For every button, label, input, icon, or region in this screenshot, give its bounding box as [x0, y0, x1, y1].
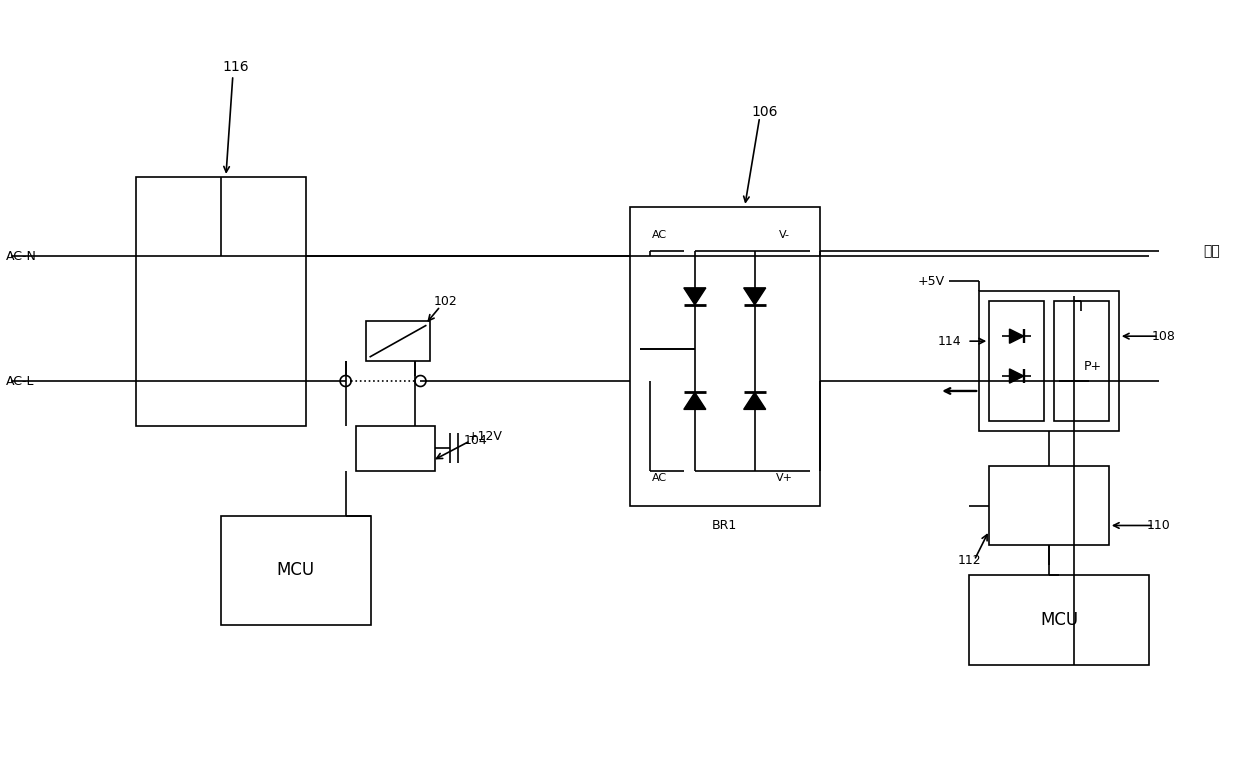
Text: 102: 102 [434, 295, 458, 308]
Bar [1054, 301, 1109, 421]
Bar [970, 575, 1148, 665]
Text: MCU: MCU [1040, 611, 1078, 629]
Text: AC: AC [652, 473, 667, 483]
Bar [356, 426, 435, 470]
Text: +5V: +5V [918, 275, 945, 288]
Text: 116: 116 [222, 61, 249, 74]
Bar [990, 466, 1109, 545]
Polygon shape [744, 392, 766, 409]
Text: MCU: MCU [277, 561, 315, 579]
Polygon shape [1009, 369, 1024, 383]
Bar [221, 516, 371, 625]
Text: AC-L: AC-L [6, 375, 35, 388]
Text: 104: 104 [464, 434, 487, 447]
Text: BR1: BR1 [712, 519, 738, 532]
Text: V+: V+ [776, 473, 794, 483]
Text: 110: 110 [1147, 519, 1171, 532]
Bar [630, 207, 820, 506]
Text: P+: P+ [1084, 359, 1102, 372]
Text: 106: 106 [751, 105, 777, 119]
Text: 108: 108 [1152, 329, 1176, 342]
Text: 114: 114 [937, 335, 961, 348]
Polygon shape [1009, 329, 1024, 343]
Bar [366, 321, 430, 361]
Polygon shape [683, 392, 706, 409]
Text: 112: 112 [957, 554, 981, 567]
Text: +12V: +12V [467, 430, 502, 443]
Polygon shape [683, 288, 706, 305]
Text: V-: V- [779, 230, 790, 240]
Text: 负载: 负载 [1204, 244, 1220, 258]
Bar [980, 291, 1118, 430]
Bar [990, 301, 1044, 421]
Bar [136, 177, 306, 426]
Text: AC-N: AC-N [6, 250, 37, 263]
Text: AC: AC [652, 230, 667, 240]
Polygon shape [744, 288, 766, 305]
